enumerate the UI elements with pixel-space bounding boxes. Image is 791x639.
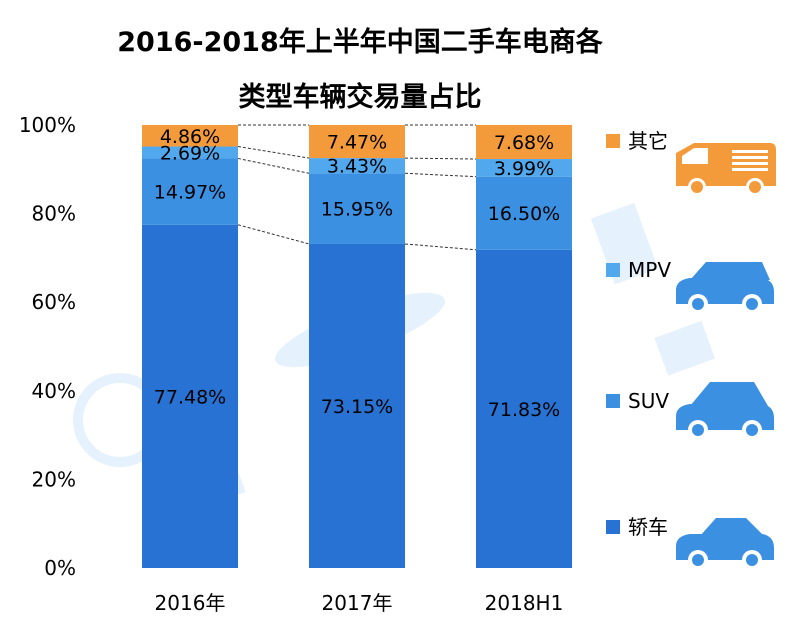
connector-line bbox=[404, 157, 477, 160]
bar-segment bbox=[476, 249, 572, 569]
connector-line bbox=[237, 157, 310, 174]
segment-value-label: 16.50% bbox=[488, 203, 560, 225]
x-tick-label: 2016年 bbox=[155, 591, 226, 615]
legend-label: 其它 bbox=[628, 129, 668, 153]
connector-line bbox=[404, 243, 477, 251]
bar-segment bbox=[476, 159, 572, 177]
van-icon bbox=[676, 143, 776, 196]
legend-label: 轿车 bbox=[628, 515, 668, 539]
connector-line bbox=[237, 146, 310, 159]
y-tick-label: 40% bbox=[32, 379, 76, 403]
connector-line bbox=[404, 172, 477, 178]
bar-segment bbox=[142, 146, 238, 159]
bar-segment bbox=[142, 158, 238, 225]
bar-segment bbox=[309, 125, 405, 159]
legend: 其它 MPV SUV 轿车 bbox=[606, 129, 776, 570]
y-tick-label: 100% bbox=[19, 113, 76, 137]
segment-value-label: 7.68% bbox=[494, 132, 554, 154]
segment-value-label: 15.95% bbox=[321, 199, 393, 221]
segment-value-label: 4.86% bbox=[160, 126, 220, 148]
bar-segment bbox=[142, 224, 238, 568]
chart-title-line1: 2016-2018年上半年中国二手车电商各 bbox=[117, 26, 603, 58]
segment-value-label: 77.48% bbox=[154, 386, 226, 408]
y-tick-label: 20% bbox=[32, 467, 76, 491]
segment-value-label: 73.15% bbox=[321, 396, 393, 418]
sedan-car-icon bbox=[676, 518, 774, 570]
bar-segment bbox=[309, 243, 405, 568]
x-axis: 2016年 2017年 2018H1 bbox=[155, 591, 564, 615]
bars bbox=[142, 125, 572, 569]
connector-line bbox=[237, 224, 310, 245]
x-tick-label: 2017年 bbox=[322, 591, 393, 615]
segment-value-label: 2.69% bbox=[160, 142, 220, 164]
y-tick-label: 60% bbox=[32, 290, 76, 314]
segment-labels: 77.48%14.97%2.69%4.86%73.15%15.95%3.43%7… bbox=[154, 126, 560, 421]
segment-value-label: 3.99% bbox=[494, 158, 554, 180]
bar-segment bbox=[309, 158, 405, 174]
y-tick-label: 0% bbox=[44, 556, 76, 580]
bar-segment bbox=[476, 176, 572, 250]
bar-segment bbox=[309, 173, 405, 244]
legend-swatch bbox=[606, 394, 620, 408]
x-tick-label: 2018H1 bbox=[485, 591, 564, 615]
segment-value-label: 14.97% bbox=[154, 182, 226, 204]
segment-value-label: 7.47% bbox=[327, 132, 387, 154]
legend-swatch bbox=[606, 134, 620, 148]
bar-segment bbox=[142, 125, 238, 147]
segment-value-label: 3.43% bbox=[327, 156, 387, 178]
y-axis: 0% 20% 40% 60% 80% 100% bbox=[19, 113, 76, 580]
connector-lines bbox=[237, 124, 477, 251]
legend-swatch bbox=[606, 520, 620, 534]
legend-swatch bbox=[606, 263, 620, 277]
segment-value-label: 71.83% bbox=[488, 399, 560, 421]
legend-label: MPV bbox=[628, 258, 671, 282]
y-tick-label: 80% bbox=[32, 202, 76, 226]
legend-label: SUV bbox=[628, 389, 669, 413]
chart-title-line2: 类型车辆交易量占比 bbox=[239, 81, 482, 113]
mpv-car-icon bbox=[676, 262, 774, 314]
suv-car-icon bbox=[676, 382, 774, 440]
bar-segment bbox=[476, 125, 572, 160]
